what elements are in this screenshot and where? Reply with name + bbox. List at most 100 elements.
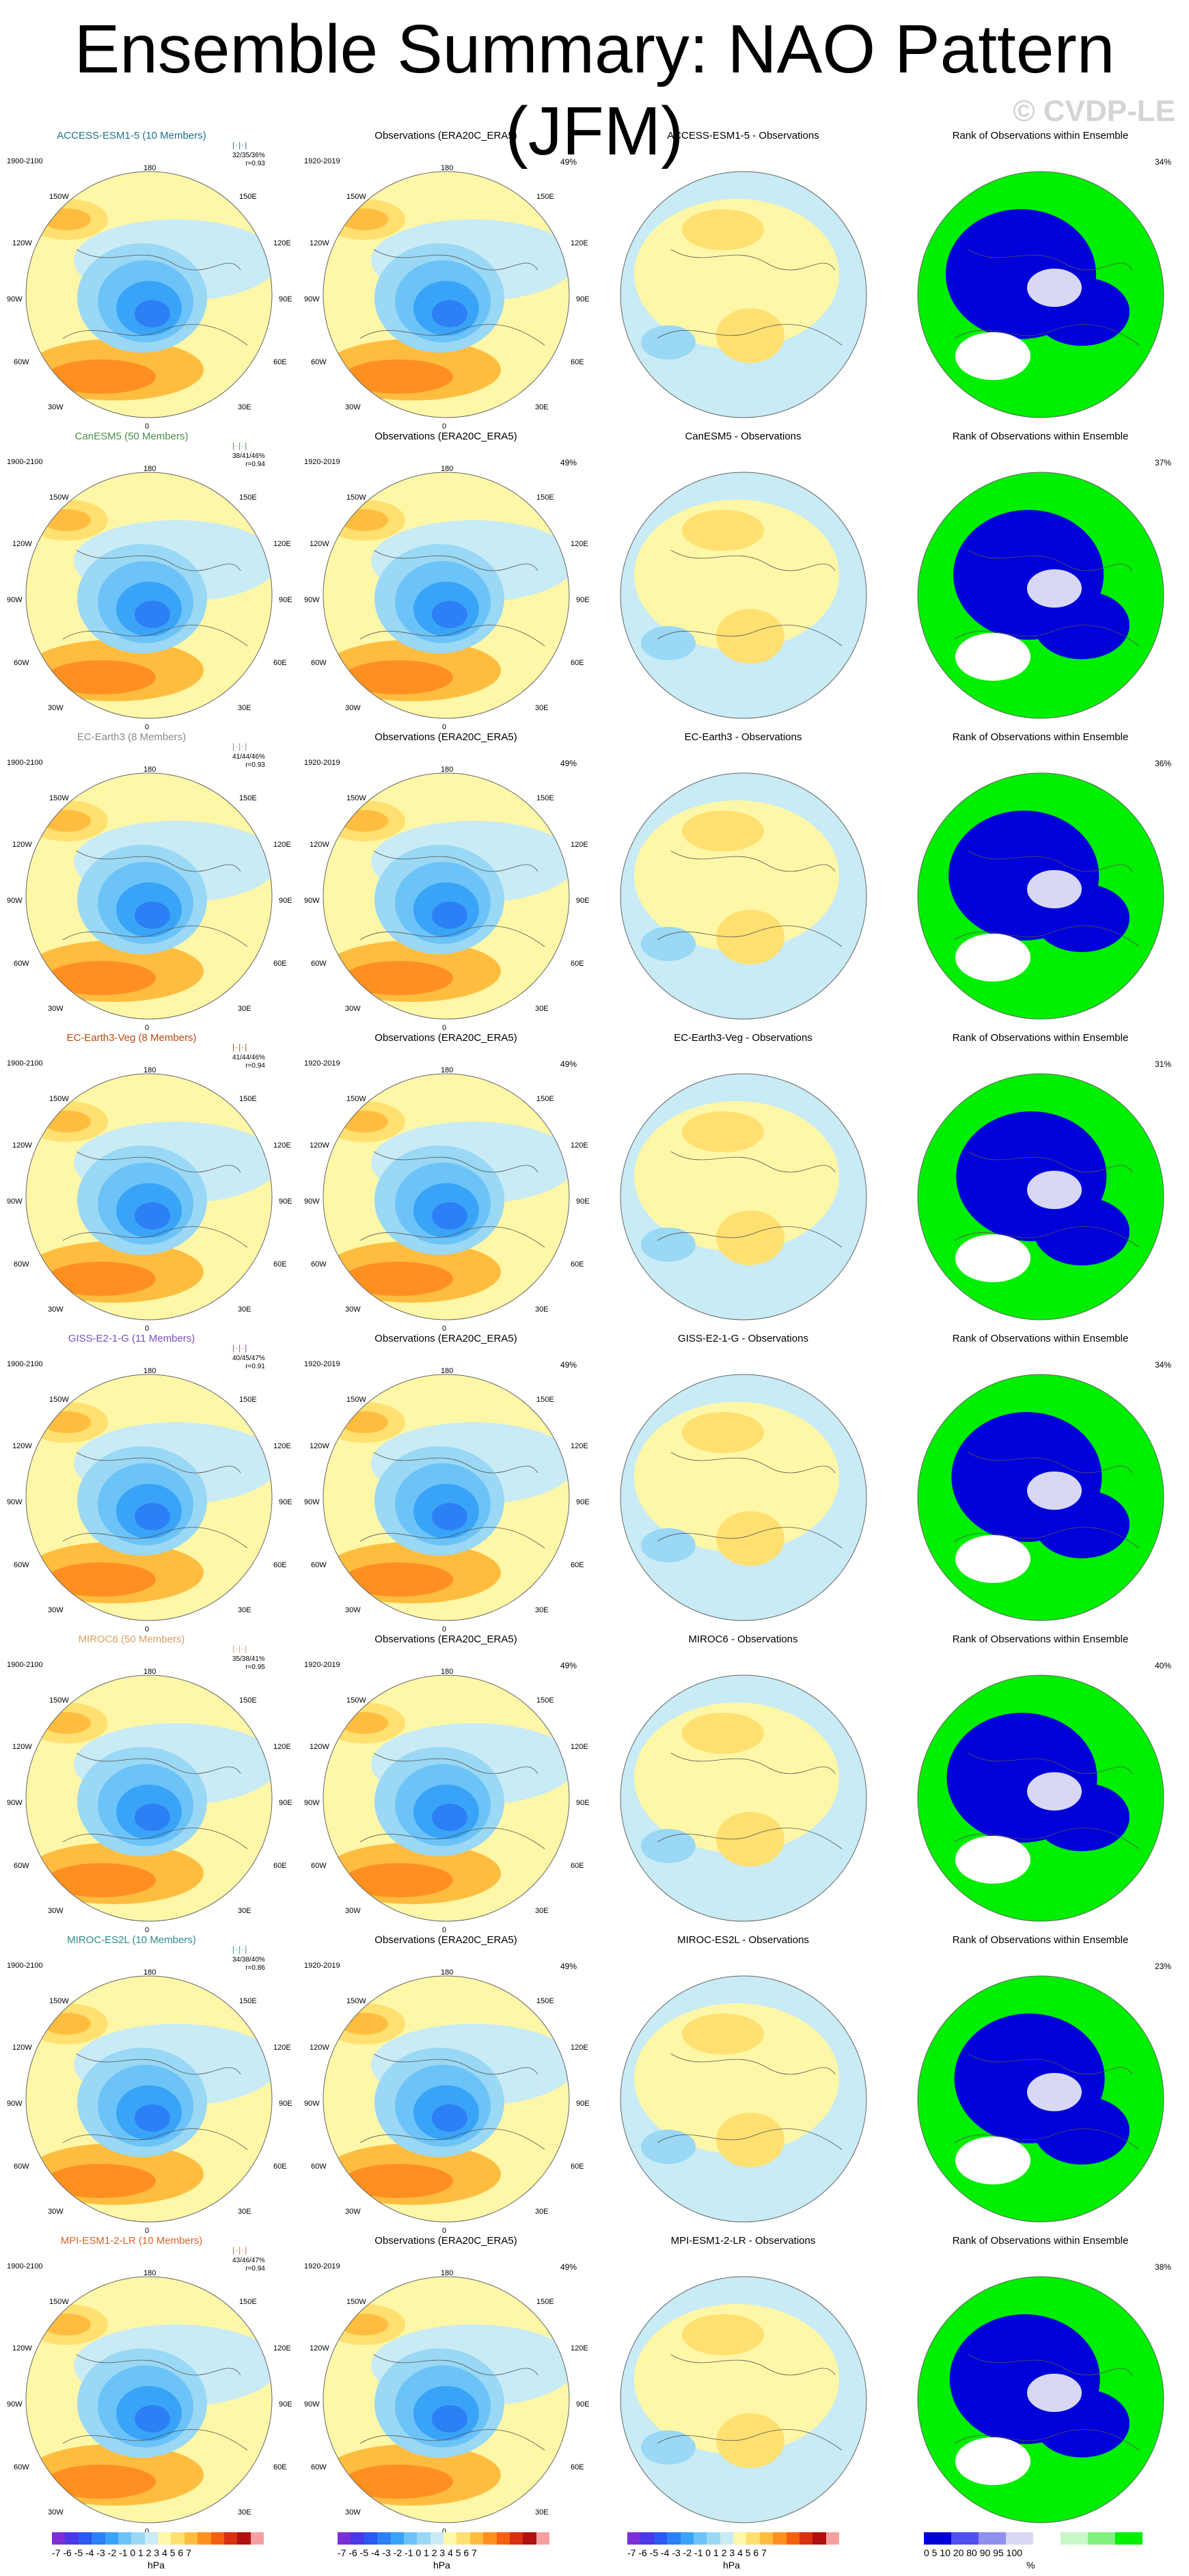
longitude-label: 180 [441, 1668, 454, 1676]
map-boundary [323, 171, 570, 418]
map-boundary [917, 1073, 1164, 1320]
colorbar-swatch [509, 2532, 523, 2545]
colorbar-swatch [523, 2532, 536, 2545]
difference-panel: MIROC-ES2L - Observations [594, 1927, 892, 2228]
positive-anomaly [344, 360, 453, 394]
ensemble-spread-glyph: |·|·| [232, 1343, 248, 1353]
positive-anomaly [682, 1111, 764, 1152]
longitude-label: 90W [304, 1197, 320, 1206]
rank-mid-region [955, 1234, 1030, 1282]
variance-stats: 41/44/46% [232, 1054, 265, 1061]
positive-anomaly [46, 1262, 156, 1296]
longitude-label: 0 [442, 2227, 447, 2235]
longitude-label: 60W [14, 1561, 29, 1569]
longitude-label: 60E [571, 1862, 584, 1870]
coastline [373, 550, 538, 571]
model-panel: MPI-ESM1-2-LR (10 Members) |·|·| 1900-2100… [0, 2228, 297, 2536]
variance-stats: 43/46/47% [232, 2257, 265, 2264]
colorbar-swatch [496, 2532, 510, 2545]
longitude-label: 120E [571, 1743, 588, 1751]
longitude-label: 90E [576, 897, 590, 905]
longitude-label: 0 [442, 1024, 447, 1032]
positive-anomaly [682, 209, 764, 250]
colorbar-swatch [338, 2532, 351, 2545]
positive-anomaly [46, 2465, 156, 2499]
coastline [657, 1226, 843, 1248]
longitude-label: 60E [571, 1561, 584, 1569]
positive-anomaly [682, 2014, 764, 2055]
colorbar-2-bar [338, 2532, 549, 2545]
coastline [657, 324, 843, 346]
longitude-label: 150E [536, 493, 554, 502]
model-panel: MIROC-ES2L (10 Members) |·|·| 1900-2100 34/… [0, 1927, 297, 2235]
longitude-label: 120W [310, 239, 329, 247]
pattern-correlation: r=0.86 [245, 1964, 265, 1972]
observations-panel: Observations (ERA20C_ERA5) 1920-2019 49% 18… [297, 424, 594, 731]
coastline [62, 625, 248, 647]
obs-variance: 49% [560, 1360, 577, 1370]
longitude-label: 30W [345, 2508, 361, 2517]
colorbar-swatch [171, 2532, 184, 2545]
longitude-label: 0 [145, 723, 150, 731]
rank-percent: 40% [1155, 1661, 1172, 1670]
coastline [670, 1752, 836, 1774]
longitude-label: 90W [304, 295, 320, 303]
coastline [76, 2354, 241, 2376]
longitude-label: 90W [304, 2100, 320, 2108]
obs-variance: 49% [560, 1059, 577, 1069]
coastline [373, 2053, 538, 2075]
longitude-label: 150W [49, 2298, 69, 2306]
longitude-label: 30E [535, 1305, 549, 1314]
longitude-label: 0 [442, 1926, 447, 1934]
colorbar-2: -7 -6 -5 -4 -3 -2 -1 0 1 2 3 4 5 6 7 hPa [338, 2532, 549, 2573]
difference-panel: MPI-ESM1-2-LR - Observations [594, 2228, 892, 2529]
panel-grid: ACCESS-ESM1-5 (10 Members) |·|·| 1900-2100… [0, 123, 1189, 2536]
model-title: EC-Earth3 (8 Members) [77, 731, 187, 743]
longitude-label: 90W [304, 897, 320, 905]
positive-anomaly [682, 1412, 764, 1453]
negative-anomaly [135, 601, 170, 628]
obs-years: 1920-2019 [304, 458, 340, 466]
polar-map [620, 2276, 867, 2523]
map-boundary [323, 472, 570, 719]
longitude-label: 120W [310, 2344, 329, 2353]
longitude-label: 30W [48, 1005, 64, 1013]
coastline [359, 1226, 545, 1248]
longitude-label: 150E [239, 493, 257, 502]
coastline [373, 249, 538, 271]
map-boundary [917, 1975, 1164, 2223]
longitude-label: 150E [239, 2298, 257, 2306]
model-stats: 43/46/47% r=0.94 [232, 2257, 265, 2273]
longitude-label: 30W [48, 2508, 64, 2517]
difference-title: GISS-E2-1-G - Observations [678, 1333, 808, 1344]
colorbar-swatch [812, 2532, 826, 2545]
colorbar-2-unit: hPa [433, 2560, 450, 2571]
longitude-label: 30W [345, 1606, 361, 1614]
rank-mid-region [955, 2437, 1030, 2485]
longitude-label: 120W [310, 1141, 329, 1150]
rank-mid-region [1027, 2374, 1082, 2412]
rank-mid-region [1027, 1472, 1082, 1510]
polar-map [25, 171, 273, 418]
model-years: 1900-2100 [7, 458, 43, 466]
observations-title: Observations (ERA20C_ERA5) [374, 2235, 517, 2247]
coastline [954, 1527, 1140, 1549]
longitude-label: 120W [310, 2044, 329, 2052]
longitude-label: 90E [279, 1498, 292, 1506]
longitude-label: 120E [571, 239, 588, 247]
rank-mid-region [955, 2137, 1030, 2184]
polar-map [25, 1975, 273, 2223]
coastline [670, 249, 836, 271]
negative-anomaly [641, 325, 696, 360]
map-boundary [323, 772, 570, 1020]
longitude-label: 90E [576, 1197, 590, 1206]
map-boundary [620, 772, 867, 1020]
longitude-label: 60E [273, 2163, 287, 2171]
longitude-label: 150E [239, 193, 257, 201]
obs-years: 1920-2019 [304, 1360, 340, 1368]
negative-anomaly [135, 2104, 170, 2132]
coastline [954, 925, 1140, 947]
coastline [76, 2053, 241, 2075]
rank-mid-region [1027, 1772, 1082, 1811]
coastline [373, 1752, 538, 1774]
